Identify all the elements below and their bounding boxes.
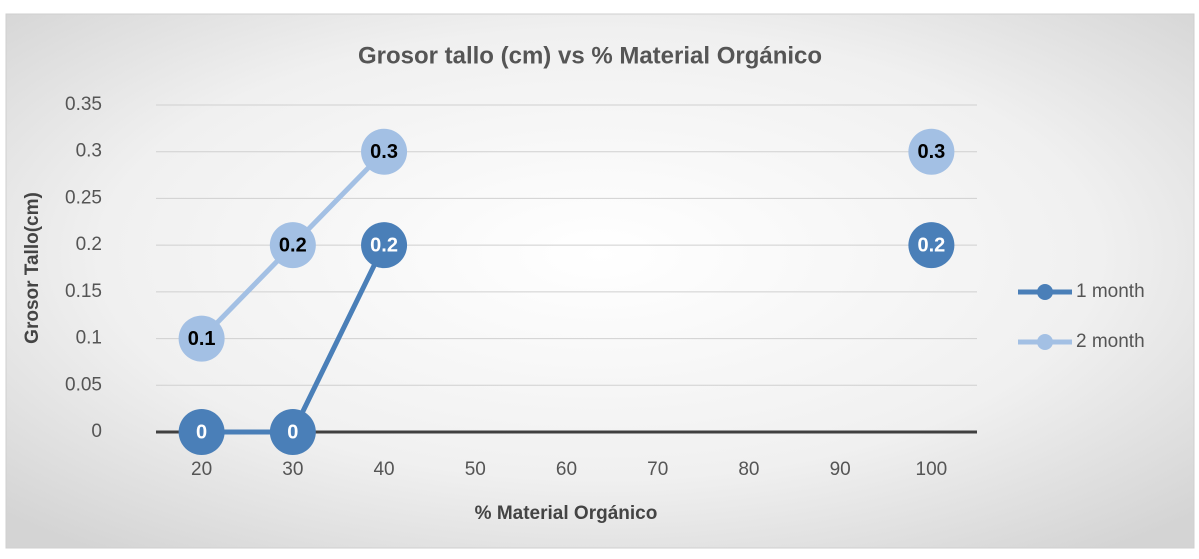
chart-title: Grosor tallo (cm) vs % Material Orgánico	[358, 42, 822, 69]
y-tick-label: 0.35	[65, 94, 102, 115]
data-point	[908, 128, 955, 175]
data-point	[178, 315, 225, 362]
data-label: 0.2	[370, 234, 398, 256]
chart-background	[5, 13, 1195, 549]
data-point	[269, 222, 316, 269]
data-point	[361, 222, 408, 269]
data-point	[908, 222, 955, 269]
data-label: 0.3	[370, 141, 398, 163]
data-point	[269, 409, 316, 455]
data-point	[361, 128, 408, 175]
x-tick-label: 70	[647, 459, 668, 480]
x-tick-label: 40	[373, 459, 394, 480]
x-tick-label: 20	[191, 459, 212, 480]
data-label: 0	[196, 421, 207, 443]
data-label: 0.3	[917, 141, 945, 163]
x-tick-label: 60	[556, 459, 577, 480]
x-tick-label: 80	[738, 459, 759, 480]
x-tick-label: 30	[282, 459, 303, 480]
legend-label: 2 month	[1076, 331, 1145, 352]
legend-marker	[1037, 284, 1053, 300]
y-tick-label: 0.3	[76, 141, 102, 162]
y-tick-label: 0.2	[76, 234, 102, 255]
y-tick-label: 0.1	[76, 328, 102, 349]
data-label: 0	[287, 421, 298, 443]
x-tick-label: 90	[830, 459, 851, 480]
legend-label: 1 month	[1076, 281, 1145, 302]
data-label: 0.1	[188, 328, 216, 350]
legend-marker	[1037, 334, 1053, 350]
x-tick-label: 50	[465, 459, 486, 480]
y-tick-label: 0	[91, 421, 102, 442]
data-point	[178, 409, 225, 455]
y-axis-label: Grosor Tallo(cm)	[22, 192, 43, 344]
y-tick-label: 0.05	[65, 374, 102, 395]
x-axis-label: % Material Orgánico	[475, 503, 658, 524]
data-label: 0.2	[279, 234, 307, 256]
data-label: 0.2	[917, 234, 945, 256]
y-tick-label: 0.25	[65, 187, 102, 208]
y-tick-label: 0.15	[65, 281, 102, 302]
x-tick-label: 100	[916, 459, 948, 480]
